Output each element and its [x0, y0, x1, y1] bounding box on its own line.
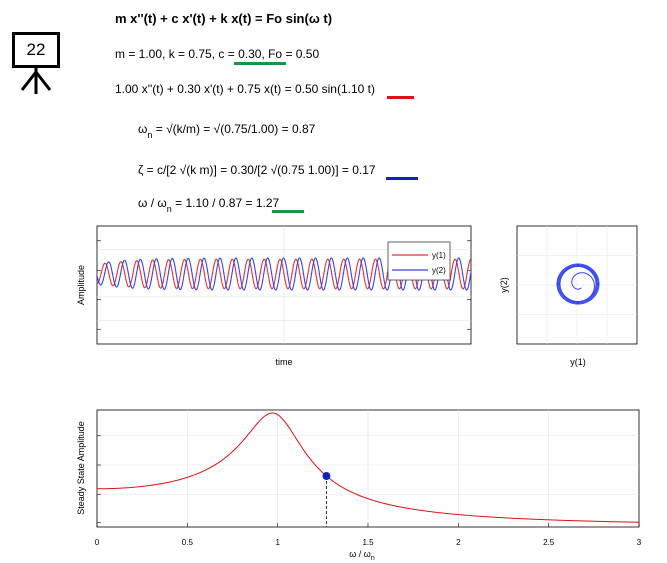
freq-ylabel: Steady State Amplitude	[76, 421, 86, 515]
ode-omega: 1.10	[340, 82, 365, 96]
zeta-line: ζ = c/[2 √(k m)] = 0.30/[2 √(0.75 1.00)]…	[138, 163, 376, 177]
ode-text-end: t)	[364, 82, 376, 96]
ratio-line: ω / ωn = 1.10 / 0.87 = 1.27	[138, 196, 280, 214]
legend-box	[387, 241, 451, 281]
x-tick-label: 0.5	[182, 538, 194, 547]
wn-line: ωn = √(k/m) = √(0.75/1.00) = 0.87	[138, 122, 316, 140]
presentation-board-icon: 22	[8, 32, 68, 94]
time-ylabel: Amplitude	[76, 265, 86, 305]
easel-legs-icon	[20, 68, 52, 94]
ode-line: 1.00 x''(t) + 0.30 x'(t) + 0.75 x(t) = 0…	[115, 82, 375, 96]
legend-label-y2: y(2)	[432, 266, 446, 275]
orbit-line	[558, 265, 598, 303]
omega-ratio-text: ω / ω	[138, 196, 167, 210]
amplitude-curve	[97, 412, 640, 523]
x-tick-label: 2	[456, 538, 461, 547]
freq-xlabel-sub: n	[371, 555, 375, 562]
x-tick-label: 3	[637, 538, 642, 547]
orbit-line	[556, 263, 600, 305]
time-xlabel: time	[275, 357, 292, 367]
transient-spiral	[571, 272, 595, 303]
zeta-text: ζ = c/[2 √(k m)] = 0.30/[2 √(0.75 1.00)]…	[138, 163, 353, 177]
x-tick-label: 2.5	[543, 538, 555, 547]
param-c: c = 0.30	[218, 47, 262, 61]
ode-text: 1.00 x''(t) + 0.30 x'(t) + 0.75 x(t) = 0…	[115, 82, 341, 96]
params-text-end: , Fo = 0.50	[261, 47, 320, 61]
underline-omega	[387, 96, 414, 99]
frequency-response-chart: 0 0.5 1 1.5 2 2.5 3 Steady State Amplitude ω /…	[76, 409, 642, 562]
x-tick-label: 1.5	[362, 538, 374, 547]
equation-title: m x''(t) + c x'(t) + k x(t) = Fo sin(ω t…	[115, 11, 333, 26]
time-chart-legend: y(1) y(2)	[387, 241, 451, 281]
x-tick-label: 1	[275, 538, 280, 547]
params-line: m = 1.00, k = 0.75, c = 0.30, Fo = 0.50	[115, 47, 319, 61]
wn-text: = √(k/m) = √(0.75/1.00) = 0.87	[152, 122, 316, 136]
underline-ratio	[272, 210, 304, 213]
ratio-value: 1.27	[255, 196, 280, 210]
phase-ylabel: y(2)	[499, 277, 509, 293]
underline-c	[234, 62, 286, 65]
x-tick-label: 0	[95, 538, 100, 547]
phase-xlabel: y(1)	[570, 357, 586, 367]
phase-portrait-chart: y(1) y(2)	[499, 225, 638, 367]
ratio-text: = 1.10 / 0.87 =	[171, 196, 256, 210]
slide-number: 22	[12, 32, 60, 68]
freq-xlabel: ω / ωn	[349, 549, 375, 562]
params-text: m = 1.00, k = 0.75,	[115, 47, 219, 61]
operating-point-marker	[322, 472, 331, 481]
subscript-n: n	[147, 130, 153, 140]
orbit-line	[557, 264, 599, 304]
freq-xlabel-main: ω / ω	[349, 549, 371, 559]
time-series-chart: y(1) y(2) time Amplitude	[76, 225, 472, 367]
legend-label-y1: y(1)	[432, 251, 446, 260]
underline-zeta	[386, 177, 418, 180]
subscript-n: n	[166, 204, 172, 214]
omega-symbol: ω	[138, 122, 148, 136]
zeta-value: 0.17	[352, 163, 376, 177]
